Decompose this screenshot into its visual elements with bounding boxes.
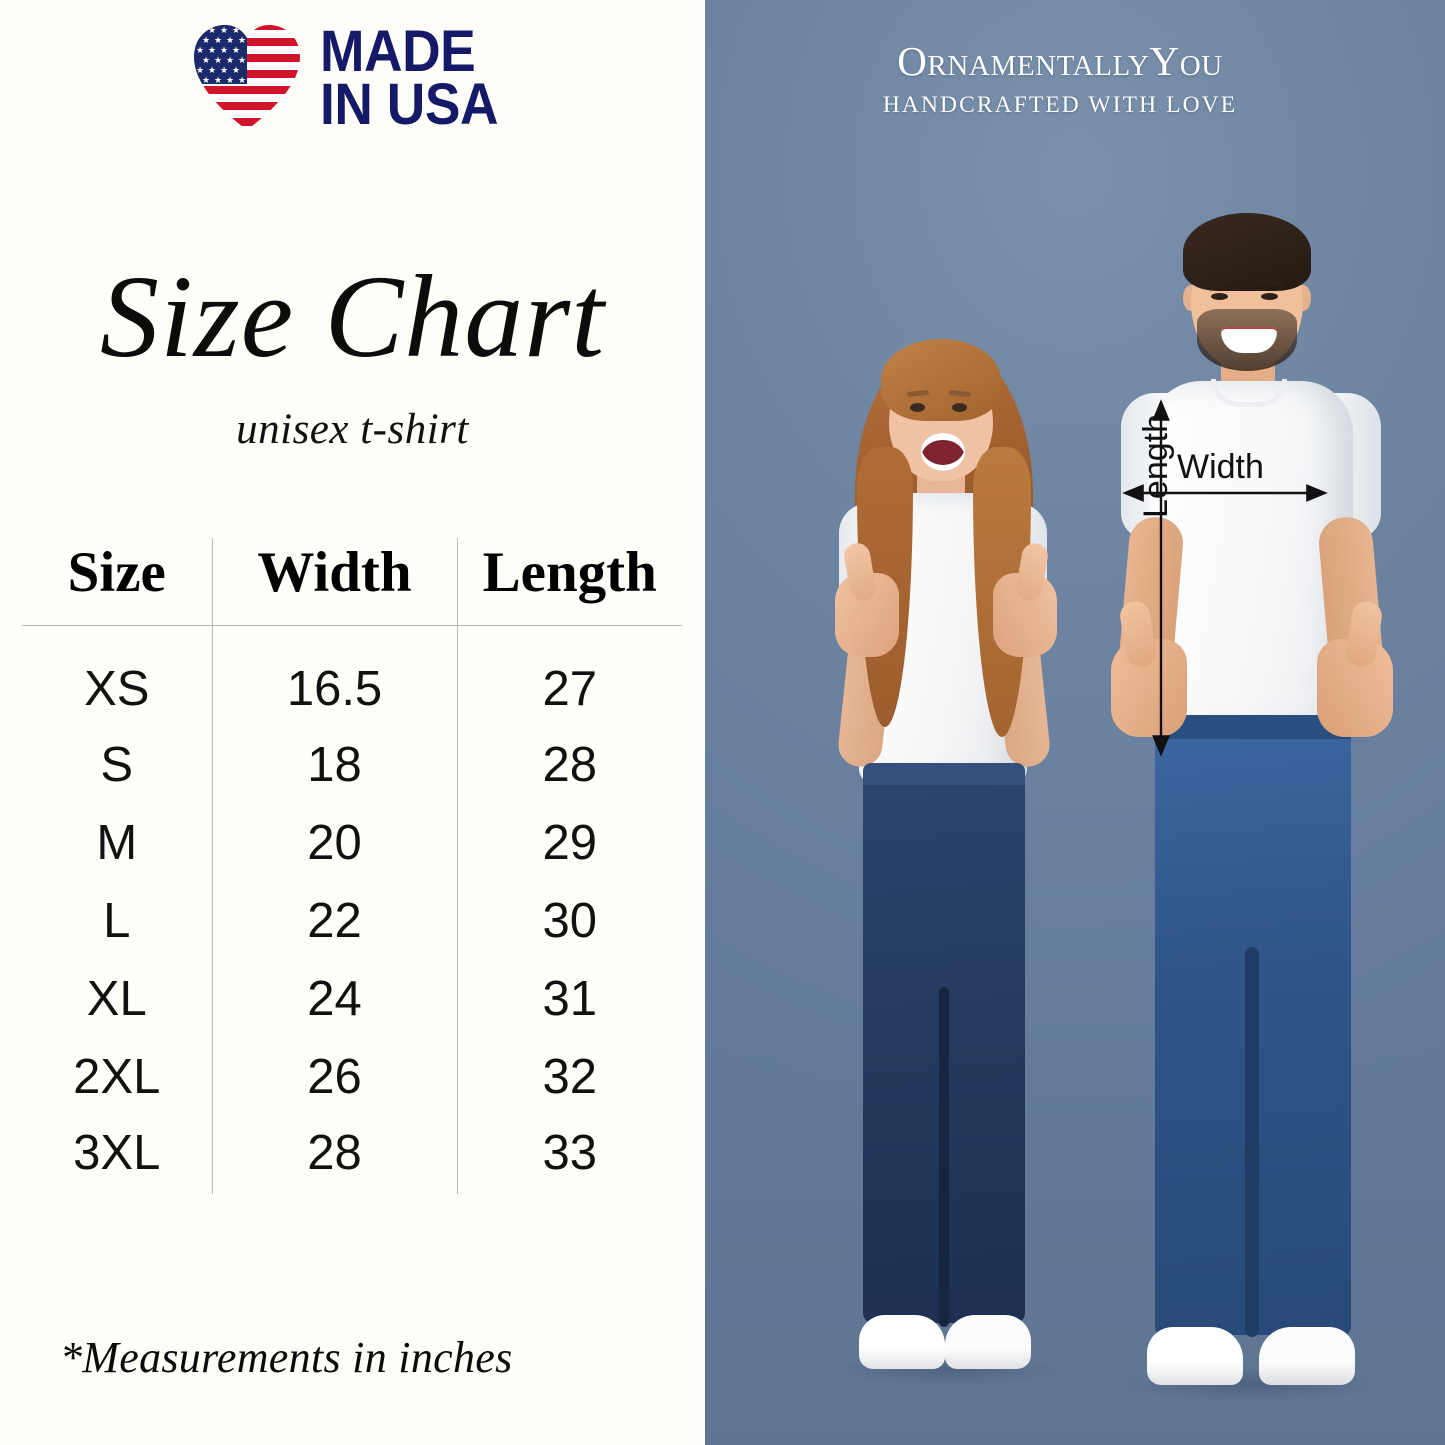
svg-text:★: ★ — [238, 36, 246, 46]
table-row: 2XL 26 32 — [22, 1037, 682, 1116]
svg-text:★: ★ — [232, 46, 240, 56]
page-title: Size Chart — [100, 251, 605, 382]
cell-width: 28 — [211, 1115, 457, 1194]
woman-shoe-left — [859, 1315, 945, 1369]
cell-length: 28 — [456, 725, 682, 804]
cell-width: 22 — [211, 881, 457, 960]
svg-text:★: ★ — [238, 76, 246, 86]
woman-waistband — [863, 763, 1025, 785]
man-eye-left — [1211, 293, 1228, 300]
cell-width: 24 — [211, 959, 457, 1038]
svg-text:★: ★ — [220, 66, 228, 76]
svg-text:★: ★ — [208, 26, 216, 36]
brand-name: OrnamentallyYou — [897, 38, 1223, 84]
table-header-row: Size Width Length — [22, 538, 682, 626]
model-woman — [797, 297, 1097, 1437]
cell-length: 30 — [456, 881, 682, 960]
made-in-usa-text: MADE IN USA — [319, 18, 499, 137]
table-row: L 22 30 — [22, 881, 682, 960]
svg-text:★: ★ — [232, 26, 240, 36]
svg-text:★: ★ — [214, 36, 222, 46]
cell-size: S — [100, 737, 134, 792]
column-header-length: Length — [456, 538, 682, 626]
table-row: XS 16.5 27 — [22, 625, 682, 726]
svg-text:★: ★ — [226, 36, 234, 46]
svg-text:★: ★ — [226, 56, 234, 66]
cell-size: M — [96, 815, 138, 870]
cell-length: 31 — [456, 959, 682, 1038]
cell-width: 26 — [211, 1037, 457, 1116]
svg-text:★: ★ — [202, 56, 210, 66]
cell-length: 32 — [456, 1037, 682, 1116]
made-in-usa-line2: IN USA — [319, 72, 499, 137]
usa-flag-heart-icon: ★ ★ ★ ★ ★ ★ ★ ★ ★ ★ ★ ★ ★ ★ ★ ★ ★ ★ ★ ★ ★ ★ ★ ★ — [192, 22, 302, 134]
svg-text:★: ★ — [208, 66, 216, 76]
woman-mouth — [921, 433, 965, 471]
man-eye-right — [1261, 293, 1278, 300]
woman-eye-left — [910, 403, 925, 412]
svg-text:★: ★ — [220, 26, 228, 36]
column-header-size: Size — [22, 538, 212, 626]
model-man — [1073, 187, 1413, 1437]
cell-length: 27 — [456, 625, 682, 726]
cell-width: 18 — [211, 725, 457, 804]
cell-width: 20 — [211, 803, 457, 882]
svg-text:★: ★ — [202, 76, 210, 86]
brand-lockup: OrnamentallyYou HANDCRAFTED WITH LOVE — [705, 38, 1445, 119]
man-shoe-left — [1147, 1327, 1243, 1385]
svg-text:★: ★ — [214, 56, 222, 66]
cell-length: 33 — [456, 1115, 682, 1194]
svg-text:★: ★ — [196, 46, 204, 56]
table-row: XL 24 31 — [22, 959, 682, 1038]
size-chart-panel: ★ ★ ★ ★ ★ ★ ★ ★ ★ ★ ★ ★ ★ ★ ★ ★ ★ ★ ★ ★ ★ ★ ★ ★ MADE IN US… — [0, 0, 705, 1445]
man-hair — [1183, 213, 1311, 291]
cell-size: 2XL — [73, 1049, 161, 1104]
svg-text:★: ★ — [196, 26, 204, 36]
man-smile — [1221, 327, 1277, 353]
man-shoe-right — [1259, 1327, 1355, 1385]
svg-text:★: ★ — [220, 46, 228, 56]
brand-tagline: HANDCRAFTED WITH LOVE — [882, 92, 1238, 119]
woman-eye-right — [952, 403, 967, 412]
size-table: Size Width Length XS 16.5 27 S 18 28 — [22, 538, 682, 1194]
woman-hair-front — [881, 339, 1001, 421]
svg-text:★: ★ — [232, 66, 240, 76]
size-table-container: Size Width Length XS 16.5 27 S 18 28 — [22, 538, 682, 1194]
cell-size: 3XL — [73, 1125, 161, 1180]
model-photo-panel: OrnamentallyYou HANDCRAFTED WITH LOVE — [705, 0, 1445, 1445]
made-in-usa-badge: ★ ★ ★ ★ ★ ★ ★ ★ ★ ★ ★ ★ ★ ★ ★ ★ ★ ★ ★ ★ ★ ★ ★ ★ MADE IN US… — [0, 22, 705, 134]
svg-text:★: ★ — [196, 66, 204, 76]
size-table-body: XS 16.5 27 S 18 28 M 20 29 — [22, 625, 682, 1194]
measurements-footnote: *Measurements in inches — [60, 1333, 513, 1382]
cell-size: L — [103, 893, 131, 948]
cell-size: XL — [86, 971, 147, 1026]
cell-size: XS — [84, 661, 150, 716]
svg-text:★: ★ — [238, 56, 246, 66]
svg-text:★: ★ — [208, 46, 216, 56]
woman-leg-gap — [939, 987, 949, 1327]
svg-text:★: ★ — [214, 76, 222, 86]
column-header-width: Width — [211, 538, 457, 626]
table-row: M 20 29 — [22, 803, 682, 882]
table-row: S 18 28 — [22, 725, 682, 804]
size-table-head: Size Width Length — [22, 538, 682, 626]
cell-width: 16.5 — [211, 625, 457, 726]
man-leg-gap — [1245, 947, 1259, 1337]
page-subtitle: unisex t-shirt — [236, 406, 469, 453]
svg-text:★: ★ — [202, 36, 210, 46]
table-row: 3XL 28 33 — [22, 1115, 682, 1194]
woman-shoe-right — [945, 1315, 1031, 1369]
cell-length: 29 — [456, 803, 682, 882]
svg-text:★: ★ — [226, 76, 234, 86]
made-in-usa-line1: MADE — [319, 18, 476, 84]
